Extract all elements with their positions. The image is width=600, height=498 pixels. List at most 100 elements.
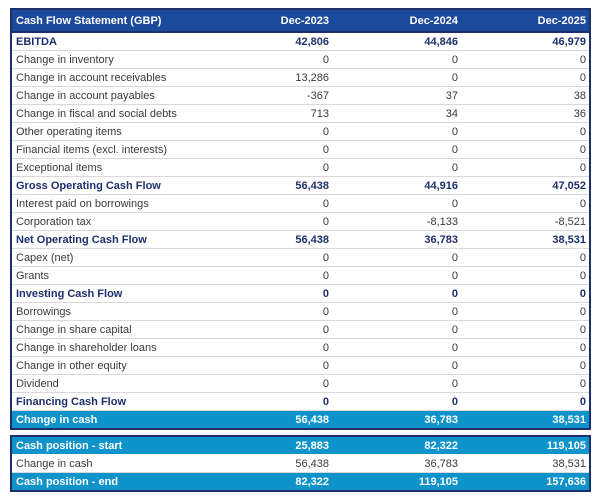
header-row: Cash Flow Statement (GBP) Dec-2023 Dec-2… xyxy=(11,9,590,33)
row-label: Financial items (excl. interests) xyxy=(11,140,203,159)
table-row: Change in account payables -367 37 38 xyxy=(11,86,590,105)
table-row: Investing Cash Flow 0 0 0 xyxy=(11,284,590,303)
cash-position-rows: Cash position - start 25,883 82,322 119,105… xyxy=(11,436,590,491)
value-cell: 0 xyxy=(332,140,461,159)
value-cell: 36,783 xyxy=(332,230,461,249)
row-label: Change in cash xyxy=(11,454,203,473)
value-cell: 36,783 xyxy=(332,410,461,429)
value-cell: 0 xyxy=(332,320,461,339)
value-cell: 0 xyxy=(461,320,590,339)
table-row: Exceptional items 0 0 0 xyxy=(11,158,590,177)
value-cell: 713 xyxy=(203,104,332,123)
value-cell: 0 xyxy=(332,122,461,141)
value-cell: 0 xyxy=(461,266,590,285)
table-row: Change in fiscal and social debts 713 34 36 xyxy=(11,104,590,123)
table-row: Change in other equity 0 0 0 xyxy=(11,356,590,375)
value-cell: 0 xyxy=(332,284,461,303)
table-row: Borrowings 0 0 0 xyxy=(11,302,590,321)
value-cell: 0 xyxy=(461,356,590,375)
value-cell: 56,438 xyxy=(203,410,332,429)
value-cell: 0 xyxy=(461,302,590,321)
table-row: EBITDA 42,806 44,846 46,979 xyxy=(11,32,590,51)
cash-flow-table: Cash Flow Statement (GBP) Dec-2023 Dec-2… xyxy=(10,8,591,430)
value-cell: 0 xyxy=(332,302,461,321)
table-row: Change in cash 56,438 36,783 38,531 xyxy=(11,454,590,473)
row-label: Corporation tax xyxy=(11,212,203,231)
row-label: Change in account payables xyxy=(11,86,203,105)
value-cell: 119,105 xyxy=(332,472,461,491)
value-cell: 0 xyxy=(332,50,461,69)
table-row: Dividend 0 0 0 xyxy=(11,374,590,393)
value-cell: 0 xyxy=(461,194,590,213)
row-label: Financing Cash Flow xyxy=(11,392,203,411)
row-label: Capex (net) xyxy=(11,248,203,267)
value-cell: 0 xyxy=(461,338,590,357)
value-cell: 0 xyxy=(203,140,332,159)
value-cell: 0 xyxy=(203,212,332,231)
value-cell: 36 xyxy=(461,104,590,123)
value-cell: 38,531 xyxy=(461,410,590,429)
value-cell: 38 xyxy=(461,86,590,105)
value-cell: 36,783 xyxy=(332,454,461,473)
value-cell: 0 xyxy=(461,284,590,303)
value-cell: 0 xyxy=(461,392,590,411)
value-cell: 0 xyxy=(332,338,461,357)
value-cell: 0 xyxy=(461,122,590,141)
value-cell: 0 xyxy=(203,356,332,375)
value-cell: 0 xyxy=(461,158,590,177)
value-cell: 0 xyxy=(461,248,590,267)
value-cell: 0 xyxy=(203,50,332,69)
value-cell: 56,438 xyxy=(203,454,332,473)
row-label: Interest paid on borrowings xyxy=(11,194,203,213)
value-cell: 0 xyxy=(461,374,590,393)
value-cell: 0 xyxy=(461,50,590,69)
value-cell: 56,438 xyxy=(203,176,332,195)
table-row: Net Operating Cash Flow 56,438 36,783 38,53… xyxy=(11,230,590,249)
value-cell: 0 xyxy=(203,284,332,303)
value-cell: 25,883 xyxy=(203,436,332,455)
row-label: Investing Cash Flow xyxy=(11,284,203,303)
value-cell: 38,531 xyxy=(461,230,590,249)
table-row: Financial items (excl. interests) 0 0 0 xyxy=(11,140,590,159)
table-row: Change in account receivables 13,286 0 0 xyxy=(11,68,590,87)
row-label: Change in fiscal and social debts xyxy=(11,104,203,123)
column-header-dec-2025: Dec-2025 xyxy=(461,9,590,33)
value-cell: 0 xyxy=(203,248,332,267)
table-row: Financing Cash Flow 0 0 0 xyxy=(11,392,590,411)
value-cell: 0 xyxy=(332,68,461,87)
table-row: Grants 0 0 0 xyxy=(11,266,590,285)
value-cell: 0 xyxy=(332,194,461,213)
value-cell: 82,322 xyxy=(332,436,461,455)
value-cell: 0 xyxy=(203,194,332,213)
row-label: Cash position - start xyxy=(11,436,203,455)
table-row: Other operating items 0 0 0 xyxy=(11,122,590,141)
value-cell: 0 xyxy=(203,320,332,339)
table-row: Change in share capital 0 0 0 xyxy=(11,320,590,339)
value-cell: 0 xyxy=(332,356,461,375)
row-label: Other operating items xyxy=(11,122,203,141)
value-cell: 13,286 xyxy=(203,68,332,87)
value-cell: 0 xyxy=(203,338,332,357)
value-cell: 44,916 xyxy=(332,176,461,195)
row-label: Change in inventory xyxy=(11,50,203,69)
value-cell: 157,636 xyxy=(461,472,590,491)
value-cell: 0 xyxy=(203,266,332,285)
table-row: Cash position - start 25,883 82,322 119,105 xyxy=(11,436,590,455)
row-label: Net Operating Cash Flow xyxy=(11,230,203,249)
value-cell: 0 xyxy=(332,266,461,285)
value-cell: 119,105 xyxy=(461,436,590,455)
row-label: Cash position - end xyxy=(11,472,203,491)
value-cell: 34 xyxy=(332,104,461,123)
column-header-dec-2023: Dec-2023 xyxy=(203,9,332,33)
row-label: Change in cash xyxy=(11,410,203,429)
value-cell: 0 xyxy=(332,392,461,411)
table-row: Gross Operating Cash Flow 56,438 44,916 47,… xyxy=(11,176,590,195)
value-cell: 0 xyxy=(332,374,461,393)
table-row: Change in cash 56,438 36,783 38,531 xyxy=(11,410,590,429)
value-cell: 0 xyxy=(203,158,332,177)
row-label: Change in account receivables xyxy=(11,68,203,87)
value-cell: 44,846 xyxy=(332,32,461,51)
row-label: Gross Operating Cash Flow xyxy=(11,176,203,195)
value-cell: 47,052 xyxy=(461,176,590,195)
